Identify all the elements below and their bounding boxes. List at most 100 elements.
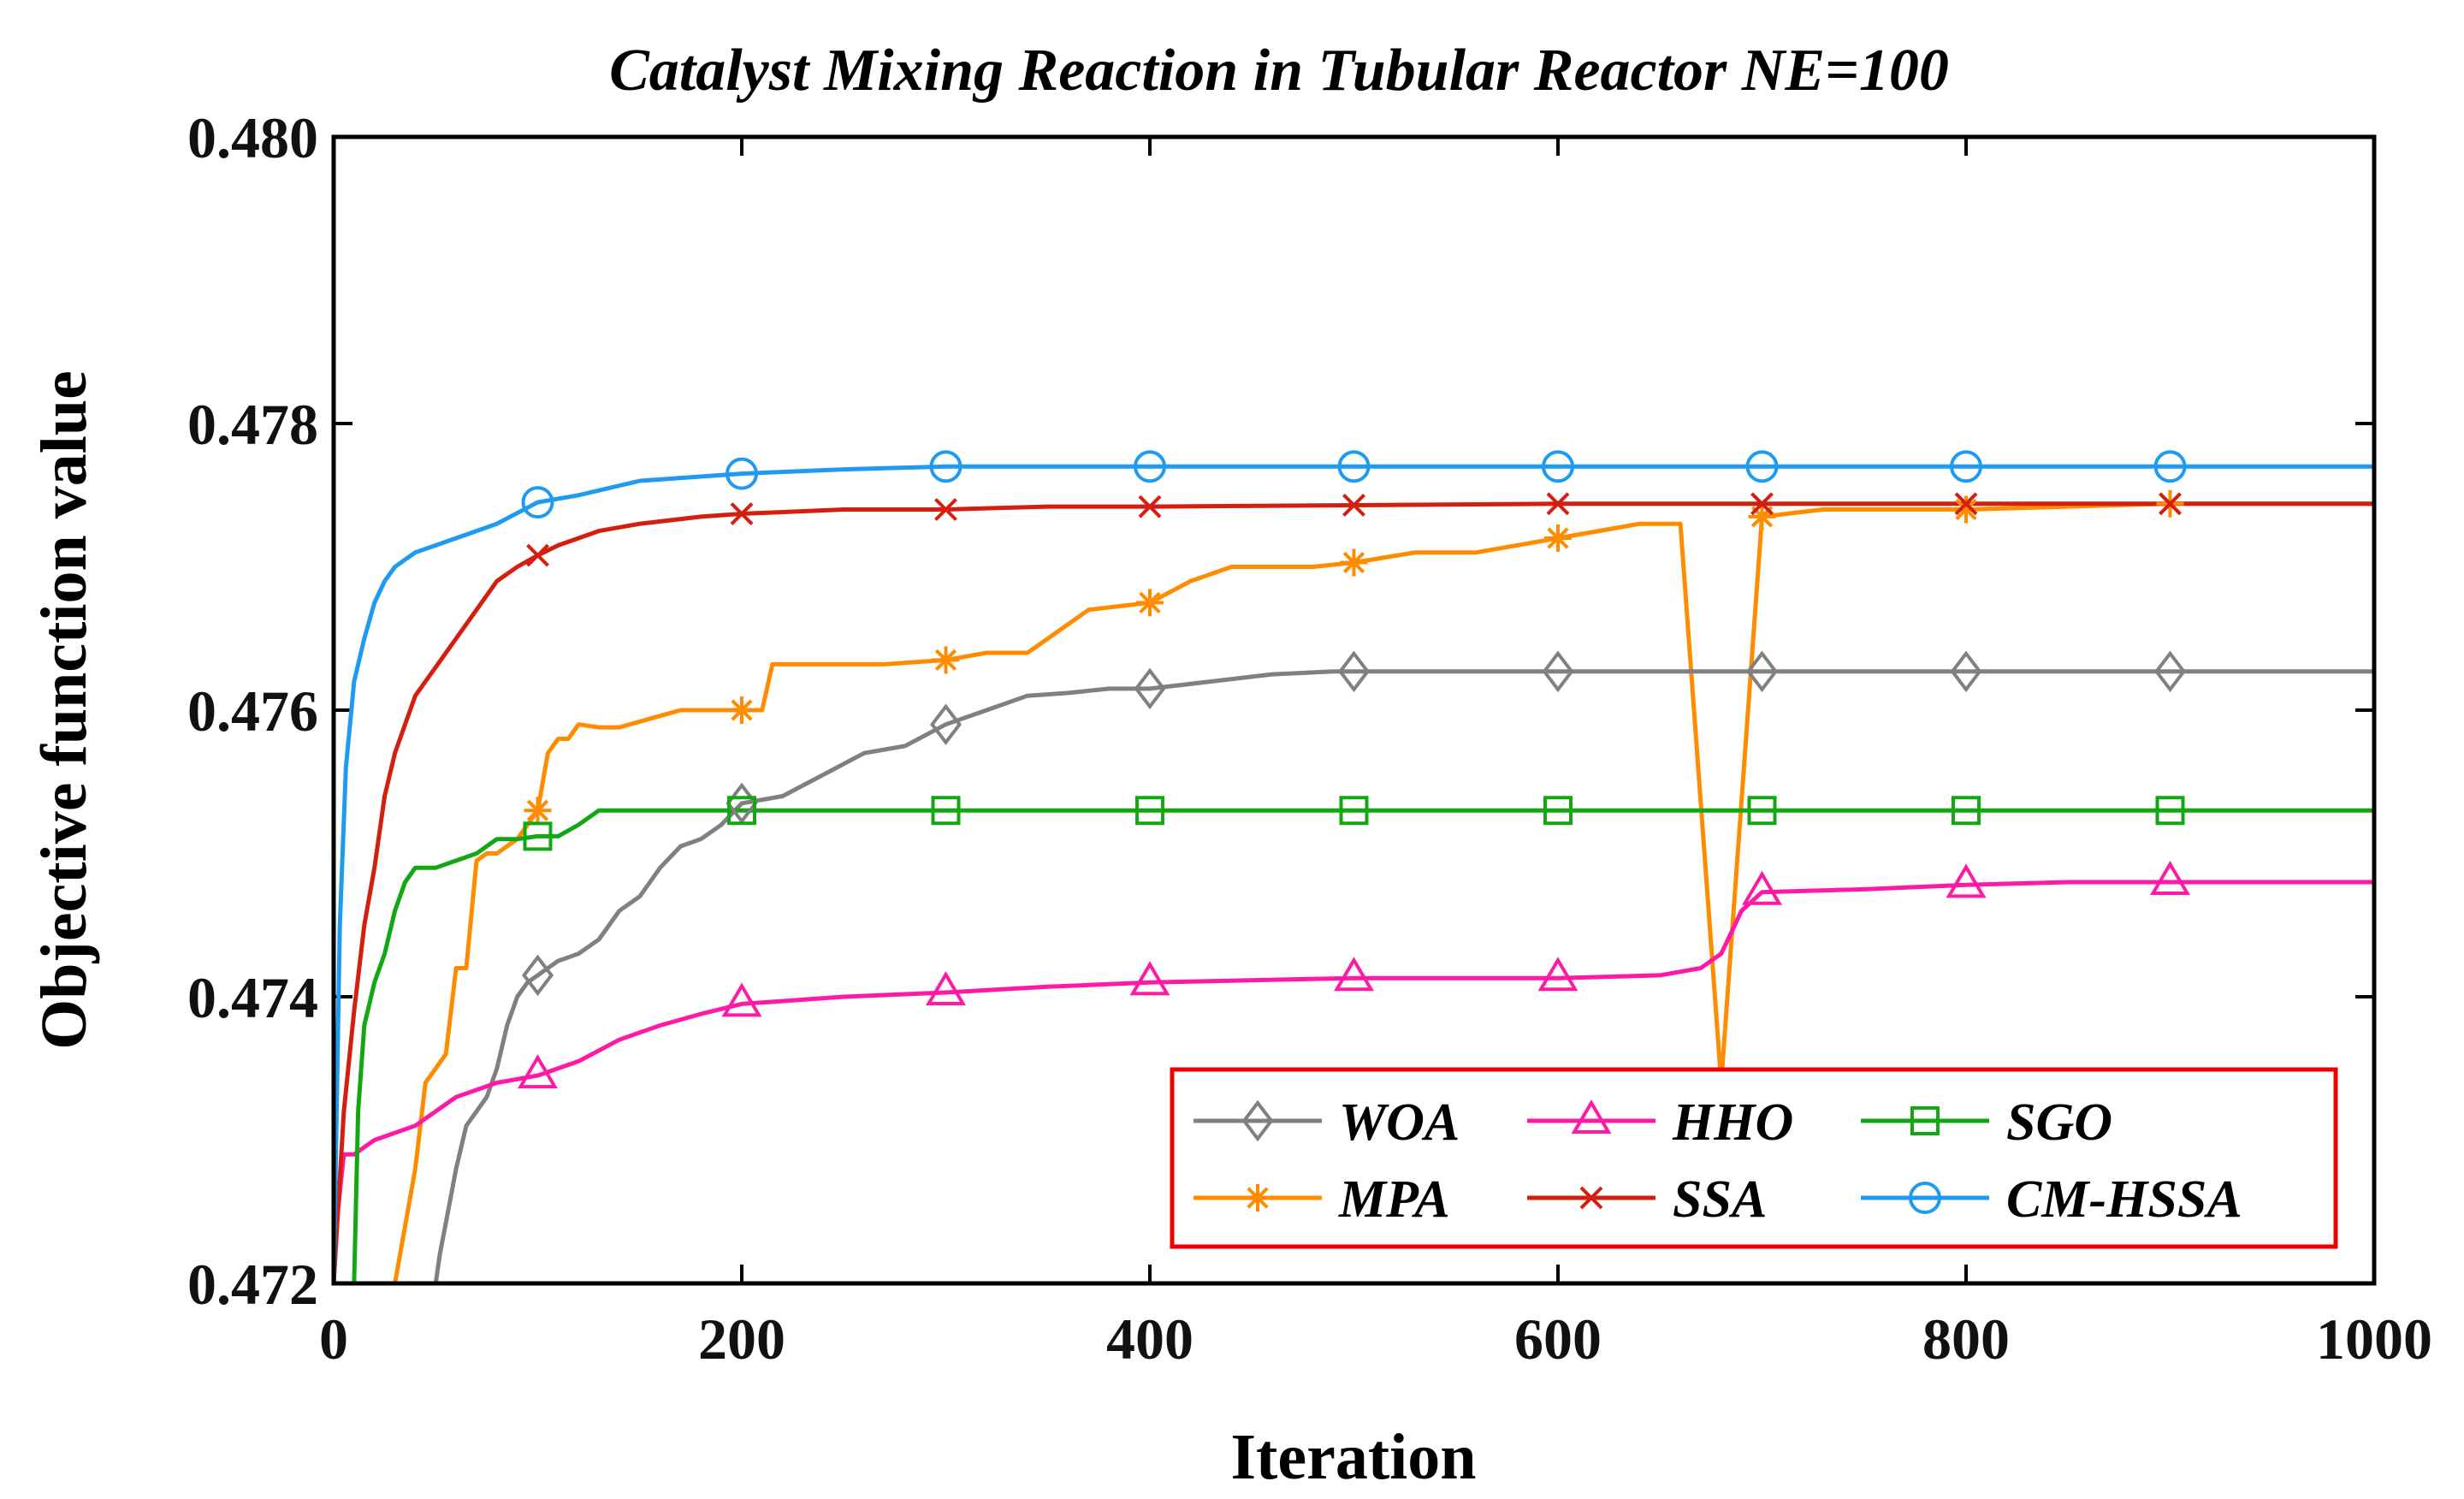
data-point-marker xyxy=(1748,502,1776,530)
data-point-marker xyxy=(1339,796,1369,826)
legend-label: SGO xyxy=(2006,1093,2112,1152)
data-point-marker xyxy=(727,796,756,826)
x-tick-label: 800 xyxy=(1922,1306,2010,1372)
y-tick-label: 0.480 xyxy=(187,105,318,170)
series-line-woa xyxy=(433,669,2374,1283)
markers-cm-hssa xyxy=(521,450,2187,519)
data-point-marker xyxy=(1950,650,1982,693)
data-point-marker xyxy=(523,821,553,851)
data-point-marker xyxy=(1745,450,1779,483)
data-point-marker xyxy=(721,982,762,1017)
data-point-marker xyxy=(2155,796,2185,826)
data-point-marker xyxy=(730,502,754,525)
data-point-marker xyxy=(1334,957,1374,992)
series-line-cm-hssa xyxy=(334,464,2374,1283)
legend-item-woa: WOA xyxy=(1194,1093,1460,1152)
data-point-marker xyxy=(1544,524,1572,552)
series-lines xyxy=(334,464,2374,1283)
data-point-marker xyxy=(1910,1106,1940,1135)
legend-item-hho: HHO xyxy=(1527,1093,1793,1152)
x-tick-label: 200 xyxy=(698,1306,785,1372)
data-point-marker xyxy=(1952,796,1981,826)
data-point-marker xyxy=(929,450,962,483)
data-point-marker xyxy=(518,1054,558,1089)
chart-title: Catalyst Mixing Reaction in Tubular Reac… xyxy=(609,38,1949,104)
legend-label: HHO xyxy=(1672,1093,1793,1152)
data-point-marker xyxy=(521,954,554,997)
legend-item-cm-hssa: CM-HSSA xyxy=(1861,1170,2242,1229)
data-point-marker xyxy=(931,796,961,826)
data-point-marker xyxy=(1340,548,1368,577)
markers-sgo xyxy=(523,796,2185,851)
data-point-marker xyxy=(1952,495,1980,524)
legend: WOA HHO SGO MPA SSA CM-HSSA xyxy=(1170,1067,2338,1249)
data-point-marker xyxy=(934,498,957,521)
data-point-marker xyxy=(524,797,552,825)
data-point-marker xyxy=(728,696,755,724)
data-point-marker xyxy=(1134,667,1166,710)
data-point-marker xyxy=(1750,492,1774,516)
x-axis-label: Iteration xyxy=(1230,1421,1476,1493)
data-point-marker xyxy=(1537,957,1578,992)
data-point-marker xyxy=(1134,450,1166,483)
data-point-marker xyxy=(1546,492,1570,516)
data-point-marker xyxy=(1742,870,1782,905)
axis-ticks: 0 200 400 600 800 1000 0.472 0.474 0.476 0.478 0.4… xyxy=(187,105,2432,1372)
data-point-marker xyxy=(1946,863,1987,898)
y-tick-label: 0.472 xyxy=(187,1252,318,1317)
data-point-marker xyxy=(1542,650,1574,693)
data-point-marker xyxy=(1337,650,1371,693)
markers-hho xyxy=(518,861,2190,1089)
data-point-marker xyxy=(1579,1186,1603,1210)
y-tick-label: 0.476 xyxy=(187,678,318,744)
y-tick-label: 0.474 xyxy=(187,965,318,1030)
data-point-marker xyxy=(1244,1184,1271,1212)
y-axis-label: Objective function value xyxy=(28,370,100,1050)
legend-item-ssa: SSA xyxy=(1527,1170,1767,1229)
data-point-marker xyxy=(1542,450,1574,483)
data-point-marker xyxy=(1747,796,1777,826)
series-line-hho xyxy=(334,880,2374,1283)
data-point-marker xyxy=(1337,450,1371,483)
data-point-marker xyxy=(526,543,549,567)
x-tick-label: 400 xyxy=(1106,1306,1194,1372)
data-point-marker xyxy=(1954,492,1978,516)
x-tick-label: 600 xyxy=(1514,1306,1602,1372)
data-point-marker xyxy=(2153,450,2187,483)
data-point-marker xyxy=(2150,861,2190,895)
legend-label: SSA xyxy=(1673,1170,1767,1229)
data-point-marker xyxy=(932,646,960,674)
legend-label: MPA xyxy=(1338,1170,1450,1229)
x-tick-label: 0 xyxy=(319,1306,348,1372)
markers-woa xyxy=(521,650,2187,997)
data-point-marker xyxy=(1129,961,1170,996)
data-point-marker xyxy=(1138,495,1162,518)
data-point-marker xyxy=(1241,1099,1274,1142)
data-point-marker xyxy=(929,703,962,746)
legend-label: CM-HSSA xyxy=(2006,1170,2242,1229)
data-point-marker xyxy=(1745,650,1779,693)
data-point-marker xyxy=(926,971,966,1005)
data-point-marker xyxy=(726,457,758,490)
data-point-marker xyxy=(2153,650,2187,693)
data-point-marker xyxy=(1950,450,1982,483)
x-tick-label: 1000 xyxy=(2316,1306,2432,1372)
data-point-marker xyxy=(2159,492,2182,516)
series-line-sgo xyxy=(352,808,2374,1283)
legend-item-sgo: SGO xyxy=(1861,1093,2112,1152)
plot-border xyxy=(331,134,2377,1286)
data-point-marker xyxy=(1136,589,1164,617)
data-point-marker xyxy=(1571,1099,1612,1134)
markers-ssa xyxy=(526,492,2182,567)
legend-item-mpa: MPA xyxy=(1194,1170,1450,1229)
data-point-marker xyxy=(1909,1182,1941,1214)
data-point-marker xyxy=(521,486,554,519)
data-point-marker xyxy=(1342,494,1365,517)
y-tick-label: 0.478 xyxy=(187,392,318,457)
legend-box xyxy=(1170,1067,2338,1249)
data-point-marker xyxy=(1543,796,1573,826)
series-markers xyxy=(518,450,2190,1089)
series-line-mpa xyxy=(393,501,2374,1283)
legend-label: WOA xyxy=(1339,1093,1460,1152)
